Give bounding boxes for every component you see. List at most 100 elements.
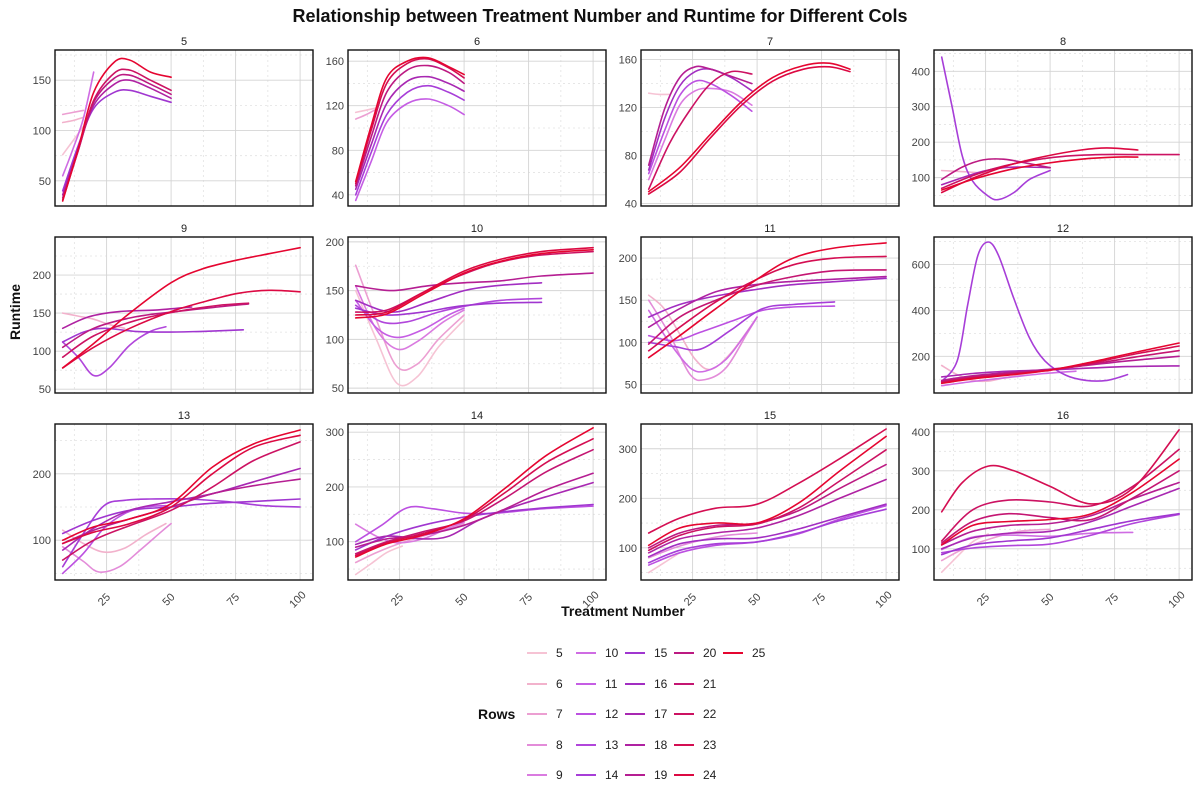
series-line-row-6: [61, 522, 167, 554]
legend-label: 14: [605, 768, 619, 782]
series-line-row-18: [647, 275, 887, 328]
legend-item-22: 22: [674, 705, 716, 723]
series-line-row-5: [647, 552, 681, 574]
series-line-row-15: [61, 327, 245, 343]
series-line-row-17: [940, 487, 1180, 550]
series-line-row-24: [354, 246, 594, 316]
legend-swatch: [625, 652, 645, 654]
legend-label: 11: [605, 676, 618, 691]
legend-label: 10: [605, 646, 619, 660]
x-tick-label: 50: [1039, 591, 1056, 608]
series-line-row-14: [61, 497, 301, 568]
legend-swatch: [674, 682, 694, 685]
y-tick-label: 160: [326, 56, 344, 68]
series-line-row-23: [940, 345, 1180, 384]
series-line-row-24: [940, 147, 1139, 194]
legend-item-16: 16: [625, 675, 667, 693]
chart-title: Relationship between Treatment Number an…: [292, 6, 908, 26]
legend-swatch: [576, 652, 596, 654]
x-tick-label: 75: [518, 591, 535, 608]
facet-label: 7: [767, 36, 773, 48]
series-line-row-7: [940, 528, 1051, 562]
series-line-row-17: [354, 481, 594, 546]
y-tick-label: 100: [33, 535, 51, 547]
facet-panel-9: 9 50 100 150 200: [33, 223, 314, 396]
legend-swatch: [674, 743, 694, 746]
x-tick-label: 75: [225, 591, 242, 608]
series-line-row-5: [61, 125, 85, 156]
y-tick-label: 300: [326, 427, 344, 439]
series-line-row-14: [354, 84, 465, 196]
y-tick-label: 300: [912, 102, 930, 114]
series-line-row-15: [61, 89, 172, 192]
y-tick-label: 40: [332, 190, 344, 202]
y-tick-label: 50: [39, 384, 51, 396]
legend-swatch: [723, 652, 743, 654]
y-tick-label: 200: [912, 505, 930, 517]
legend-label: 16: [654, 676, 668, 691]
panel-border: [640, 236, 900, 394]
facet-label: 16: [1057, 410, 1069, 422]
legend-item-12: 12: [576, 705, 618, 723]
x-tick-label: 75: [811, 591, 828, 608]
legend-item-24: 24: [674, 766, 716, 784]
series-line-row-25: [61, 57, 172, 202]
legend-item-17: 17: [625, 705, 667, 723]
series-line-row-12: [647, 305, 836, 342]
y-tick-label: 200: [326, 482, 344, 494]
series-line-row-22: [61, 441, 301, 561]
y-tick-label: 150: [33, 308, 51, 320]
y-tick-label: 50: [625, 380, 637, 392]
legend-swatch: [674, 652, 694, 654]
series-line-row-13: [940, 513, 1180, 554]
series-line-row-21: [354, 448, 594, 555]
panel-border: [347, 236, 607, 394]
series-line-row-10: [940, 370, 1077, 387]
panel-border: [347, 423, 607, 581]
series-line-row-20: [61, 73, 172, 199]
facet-label: 8: [1060, 36, 1066, 48]
y-tick-label: 400: [912, 427, 930, 439]
legend-label: 24: [703, 768, 717, 782]
series-line-row-17: [61, 467, 301, 551]
series-line-row-25: [647, 435, 887, 547]
facet-panel-6: 6 40 80 120 160: [326, 36, 607, 207]
panel-border: [933, 423, 1193, 581]
legend-swatch: [527, 743, 547, 746]
series-line-row-20: [940, 158, 1051, 181]
series-line-row-24: [61, 289, 301, 369]
series-line-row-25: [61, 246, 301, 369]
legend-swatch: [527, 652, 547, 654]
facet-panel-8: 8 100 200 300 400: [912, 36, 1193, 207]
series-line-row-11: [354, 299, 465, 339]
series-line-row-16: [647, 503, 887, 558]
series-line-row-20: [647, 463, 887, 549]
legend-swatch: [527, 774, 547, 776]
series-line-row-7: [354, 108, 378, 120]
legend-swatch: [576, 682, 596, 685]
facet-panel-5: 5 50 100 150: [33, 36, 314, 207]
series-line-row-20: [354, 64, 465, 187]
panel-border: [54, 236, 314, 394]
series-line-row-8: [61, 522, 172, 573]
series-line-row-10: [61, 71, 95, 177]
y-tick-label: 100: [619, 337, 637, 349]
legend-item-8: 8: [527, 736, 563, 754]
legend-item-5: 5: [527, 644, 563, 662]
series-line-row-9: [647, 87, 753, 181]
legend-swatch: [674, 774, 694, 776]
x-tick-label: 25: [975, 591, 992, 608]
y-tick-label: 40: [625, 199, 637, 211]
y-tick-label: 150: [619, 295, 637, 307]
legend-label: 12: [605, 707, 619, 721]
legend-label: 25: [752, 646, 766, 660]
y-tick-label: 200: [326, 237, 344, 249]
y-axis-label: Runtime: [7, 284, 23, 340]
x-axis-label: Treatment Number: [561, 603, 685, 619]
y-tick-label: 150: [33, 75, 51, 87]
facet-label: 14: [471, 410, 483, 422]
series-line-row-25: [354, 56, 465, 183]
legend-item-25: 25: [723, 644, 765, 662]
series-line-row-14: [940, 241, 1129, 383]
